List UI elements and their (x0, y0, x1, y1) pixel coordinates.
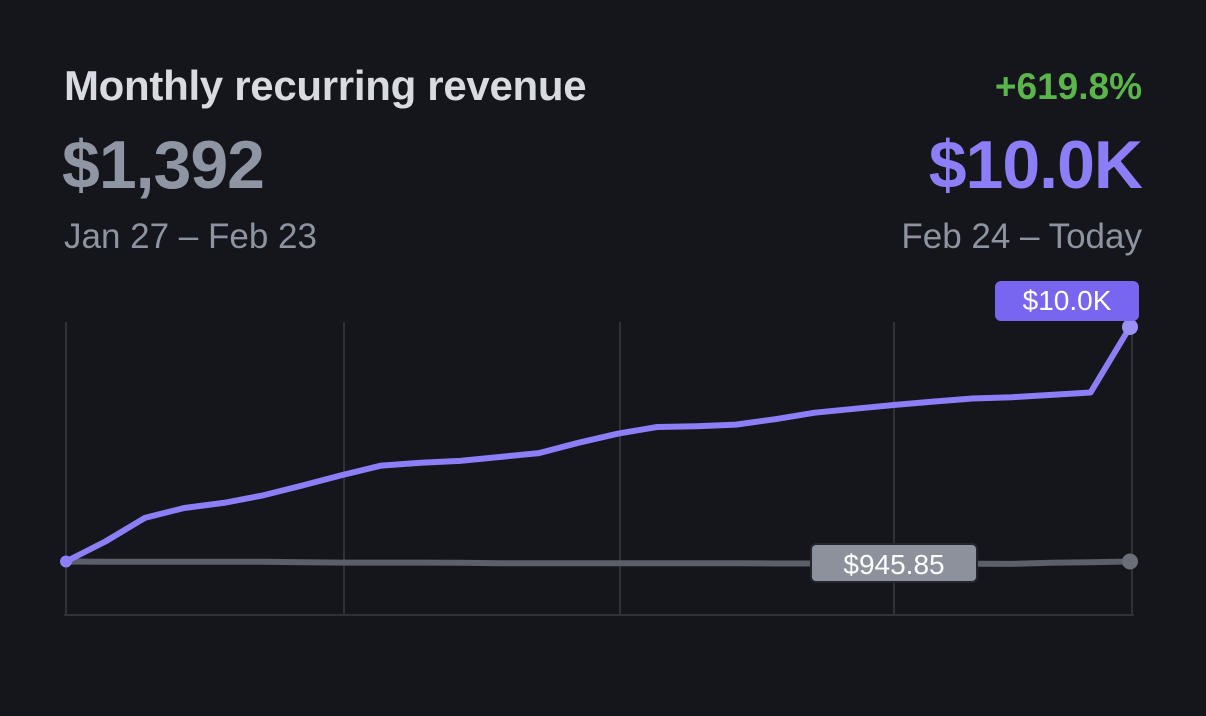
change-percent: +619.8% (994, 66, 1142, 107)
current-series-end-point (1122, 319, 1138, 335)
chart-title: Monthly recurring revenue (64, 62, 587, 109)
previous-period-value: $1,392 (62, 127, 265, 203)
current-period-value: $10.0K (928, 127, 1143, 203)
current-period-range: Feb 24 – Today (901, 217, 1142, 256)
previous-series-end-point (1122, 553, 1138, 570)
previous-series-end-label: $945.85 (810, 543, 978, 583)
current-series-line (63, 324, 1133, 565)
current-series-end-label: $10.0K (995, 281, 1139, 321)
previous-period-range: Jan 27 – Feb 23 (64, 217, 317, 256)
current-series-start-point (60, 555, 72, 568)
